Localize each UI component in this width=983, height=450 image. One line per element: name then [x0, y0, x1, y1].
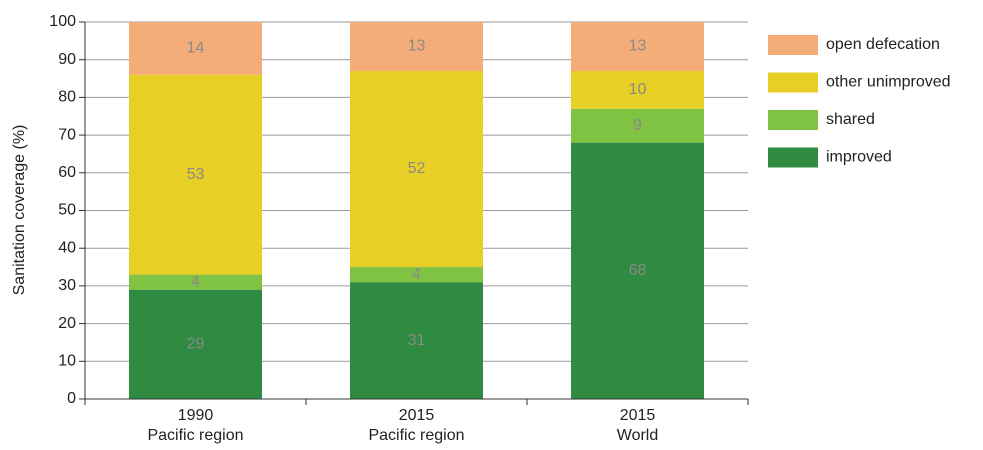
bar-segment	[350, 22, 483, 72]
y-tick-label: 20	[58, 315, 76, 332]
x-tick-label: World	[617, 427, 659, 444]
data-label: 31	[408, 332, 426, 349]
data-label: 52	[408, 160, 426, 177]
bar-segment	[350, 282, 483, 399]
y-tick-label: 30	[58, 277, 76, 294]
legend-swatch	[768, 110, 818, 130]
bar-segment	[571, 71, 704, 109]
x-tick-label: Pacific region	[147, 427, 243, 444]
bar-segment	[129, 289, 262, 399]
x-tick-label: Pacific region	[368, 427, 464, 444]
bar-segment	[571, 108, 704, 143]
legend-label: improved	[826, 149, 892, 166]
data-label: 4	[191, 273, 200, 290]
bar-segment	[571, 22, 704, 72]
y-tick-label: 10	[58, 353, 76, 370]
y-tick-label: 70	[58, 126, 76, 143]
y-tick-label: 80	[58, 89, 76, 106]
bar-segment	[571, 142, 704, 399]
x-tick-label: 1990	[178, 407, 214, 424]
legend-label: shared	[826, 111, 875, 128]
x-tick-label: 2015	[620, 407, 656, 424]
x-tick-label: 2015	[399, 407, 435, 424]
data-label: 29	[187, 336, 205, 353]
data-label: 10	[629, 81, 647, 98]
y-axis-label: Sanitation coverage (%)	[11, 125, 28, 296]
data-label: 13	[629, 38, 647, 55]
bar-segment	[350, 267, 483, 283]
data-label: 13	[408, 38, 426, 55]
data-label: 53	[187, 166, 205, 183]
bar-segment	[129, 22, 262, 75]
y-tick-label: 60	[58, 164, 76, 181]
y-tick-label: 90	[58, 51, 76, 68]
bar-segment	[350, 71, 483, 268]
legend-label: open defecation	[826, 36, 940, 53]
data-label: 9	[633, 117, 642, 134]
data-label: 68	[629, 262, 647, 279]
y-tick-label: 40	[58, 239, 76, 256]
legend-swatch	[768, 147, 818, 168]
legend-swatch	[768, 72, 818, 93]
data-label: 4	[412, 266, 421, 283]
y-tick-label: 0	[67, 390, 76, 407]
legend-swatch	[768, 35, 818, 55]
bar-segment	[129, 74, 262, 275]
legend-label: other unimproved	[826, 74, 951, 91]
data-label: 14	[187, 40, 205, 57]
y-tick-label: 50	[58, 202, 76, 219]
y-tick-label: 100	[49, 13, 76, 30]
bar-segment	[129, 274, 262, 290]
